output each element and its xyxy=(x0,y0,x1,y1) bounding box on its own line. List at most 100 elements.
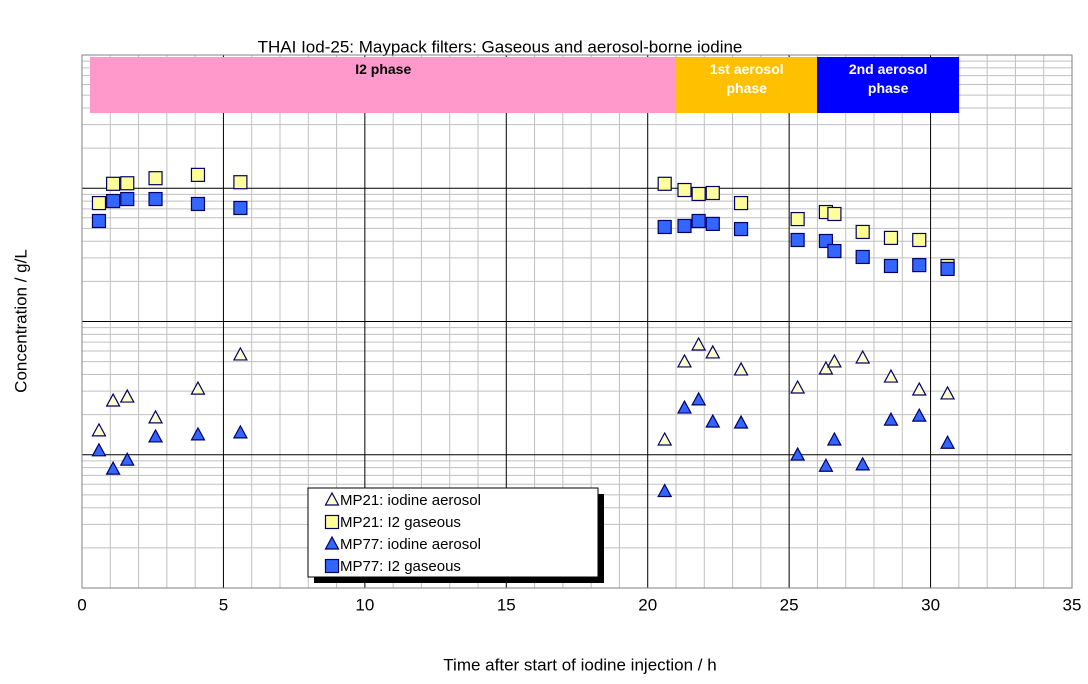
point xyxy=(883,258,899,274)
series xyxy=(91,336,956,446)
point xyxy=(657,431,673,446)
point xyxy=(119,388,135,403)
point xyxy=(912,232,927,248)
point xyxy=(940,434,956,449)
point xyxy=(733,361,749,376)
phase-band: 2nd aerosol phase xyxy=(817,57,959,113)
point xyxy=(120,191,135,207)
legend-box xyxy=(307,487,599,578)
point xyxy=(883,230,899,246)
series xyxy=(91,191,955,277)
point xyxy=(855,224,870,240)
point xyxy=(855,249,870,265)
point xyxy=(883,368,899,383)
point xyxy=(676,353,692,368)
point xyxy=(232,424,248,439)
point xyxy=(691,186,706,202)
point xyxy=(691,213,706,229)
point xyxy=(691,391,707,406)
x-tick-label: 20 xyxy=(638,595,657,614)
point xyxy=(705,344,721,359)
x-tick-label: 5 xyxy=(219,595,228,614)
point xyxy=(190,167,206,182)
point xyxy=(148,191,163,207)
legend-label: MP21: I2 gaseous xyxy=(340,514,461,531)
point xyxy=(105,392,121,407)
point xyxy=(790,446,806,461)
point xyxy=(119,451,135,466)
point xyxy=(105,460,121,475)
phase-label: I2 phase xyxy=(355,61,412,77)
x-tick-label: 30 xyxy=(921,595,940,614)
point xyxy=(940,385,956,400)
x-tick-label: 0 xyxy=(77,595,86,614)
point xyxy=(120,176,135,191)
point xyxy=(826,431,842,446)
point xyxy=(733,195,749,211)
x-tick-label: 25 xyxy=(780,595,799,614)
point xyxy=(190,196,206,212)
point xyxy=(705,185,720,201)
point xyxy=(91,195,107,211)
point xyxy=(827,243,842,259)
x-tick-label: 15 xyxy=(497,595,516,614)
point xyxy=(657,483,673,498)
point xyxy=(911,407,927,422)
x-tick-label: 35 xyxy=(1063,595,1082,614)
series xyxy=(91,167,955,274)
point xyxy=(91,442,107,457)
legend-marker xyxy=(324,558,340,574)
point xyxy=(790,232,805,248)
point xyxy=(91,213,107,229)
point xyxy=(733,414,749,429)
legend: MP21: iodine aerosol MP21: I2 gaseous MP77… xyxy=(307,487,604,583)
point xyxy=(233,200,248,216)
point xyxy=(677,218,692,234)
x-tick-label: 10 xyxy=(355,595,374,614)
point xyxy=(818,360,834,375)
chart-title: THAI Iod-25: Maypack filters: Gaseous an… xyxy=(258,37,743,56)
point xyxy=(827,206,842,222)
legend-marker xyxy=(324,491,340,506)
point xyxy=(232,346,248,361)
point xyxy=(912,258,927,273)
point xyxy=(911,381,927,396)
point xyxy=(91,422,107,437)
plot-frame xyxy=(81,54,1073,589)
point xyxy=(657,219,672,235)
phase-band: I2 phase xyxy=(90,57,676,113)
legend-marker xyxy=(324,535,340,550)
point xyxy=(148,171,163,186)
point xyxy=(190,380,206,395)
point xyxy=(826,353,842,368)
legend-label: MP77: iodine aerosol xyxy=(340,536,481,553)
phase-band: 1st aerosol phase xyxy=(676,57,818,113)
series xyxy=(91,391,956,498)
point xyxy=(148,409,164,424)
point xyxy=(855,456,871,471)
legend-label: MP77: I2 gaseous xyxy=(340,558,461,575)
point xyxy=(657,176,672,191)
point xyxy=(883,411,899,426)
point xyxy=(677,182,692,198)
point xyxy=(676,399,692,414)
legend-marker xyxy=(324,514,340,530)
point xyxy=(106,176,121,191)
y-axis-label: Concentration / g/L xyxy=(11,249,30,393)
phase-label: 1st aerosol phase xyxy=(709,61,784,96)
point xyxy=(818,457,834,472)
point xyxy=(733,221,749,237)
x-axis-label: Time after start of iodine injection / h xyxy=(443,655,716,674)
point xyxy=(940,261,955,277)
point xyxy=(705,413,721,428)
point xyxy=(190,426,206,441)
point xyxy=(233,175,248,190)
point xyxy=(148,428,164,443)
point xyxy=(855,349,871,364)
point xyxy=(691,336,707,351)
legend-label: MP21: iodine aerosol xyxy=(340,492,481,509)
point xyxy=(106,193,121,209)
point xyxy=(705,216,720,232)
